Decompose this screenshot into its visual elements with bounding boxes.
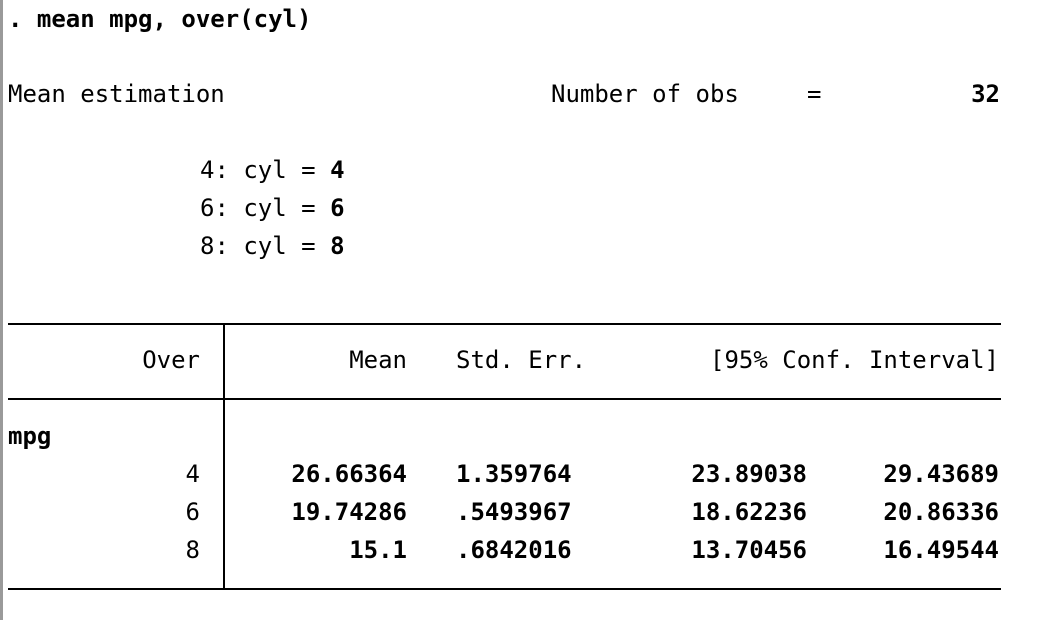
table-top-rule: [8, 323, 1001, 325]
over-legend-code: 4:: [200, 156, 229, 184]
cell-std-err: .6842016: [456, 536, 572, 564]
over-legend-text: cyl =: [243, 194, 316, 222]
cell-ci-lower: 23.89038: [691, 460, 807, 488]
table-header-divider: [223, 323, 225, 400]
over-legend-text: cyl =: [243, 232, 316, 260]
cell-ci-upper: 20.86336: [883, 498, 999, 526]
cell-over: 6: [185, 498, 200, 526]
estimation-title: Mean estimation: [8, 80, 225, 108]
cell-ci-lower: 18.62236: [691, 498, 807, 526]
over-legend-item: 8: cyl = 8: [200, 231, 345, 261]
col-header-over: Over: [142, 346, 200, 374]
col-header-std-err: Std. Err.: [456, 346, 587, 374]
over-legend-code: 6:: [200, 194, 229, 222]
obs-label: Number of obs: [551, 80, 739, 108]
cell-over: 4: [185, 460, 200, 488]
table-bottom-rule: [8, 588, 1001, 590]
cell-std-err: .5493967: [456, 498, 572, 526]
command-prompt: .: [8, 5, 23, 33]
cell-mean: 15.1: [349, 536, 407, 564]
col-header-mean: Mean: [349, 346, 407, 374]
over-legend-value: 6: [330, 194, 345, 222]
cell-mean: 26.66364: [291, 460, 407, 488]
obs-value: 32: [971, 80, 1000, 108]
cell-ci-lower: 13.70456: [691, 536, 807, 564]
over-legend-item: 4: cyl = 4: [200, 155, 345, 185]
command-text: mean mpg, over(cyl): [36, 5, 312, 33]
cell-mean: 19.74286: [291, 498, 407, 526]
over-legend-value: 8: [330, 232, 345, 260]
results-window-border: [0, 0, 3, 620]
over-legend-text: cyl =: [243, 156, 316, 184]
col-header-conf-interval: [95% Conf. Interval]: [710, 346, 999, 374]
cell-ci-upper: 29.43689: [883, 460, 999, 488]
cell-ci-upper: 16.49544: [883, 536, 999, 564]
table-body-divider: [223, 400, 225, 590]
table-header-rule: [8, 398, 1001, 400]
obs-equals: =: [807, 80, 822, 108]
cell-over: 8: [185, 536, 200, 564]
command-line: . mean mpg, over(cyl): [8, 4, 311, 34]
over-legend-code: 8:: [200, 232, 229, 260]
over-legend-value: 4: [330, 156, 345, 184]
over-legend-item: 6: cyl = 6: [200, 193, 345, 223]
cell-std-err: 1.359764: [456, 460, 572, 488]
variable-name: mpg: [8, 422, 52, 450]
